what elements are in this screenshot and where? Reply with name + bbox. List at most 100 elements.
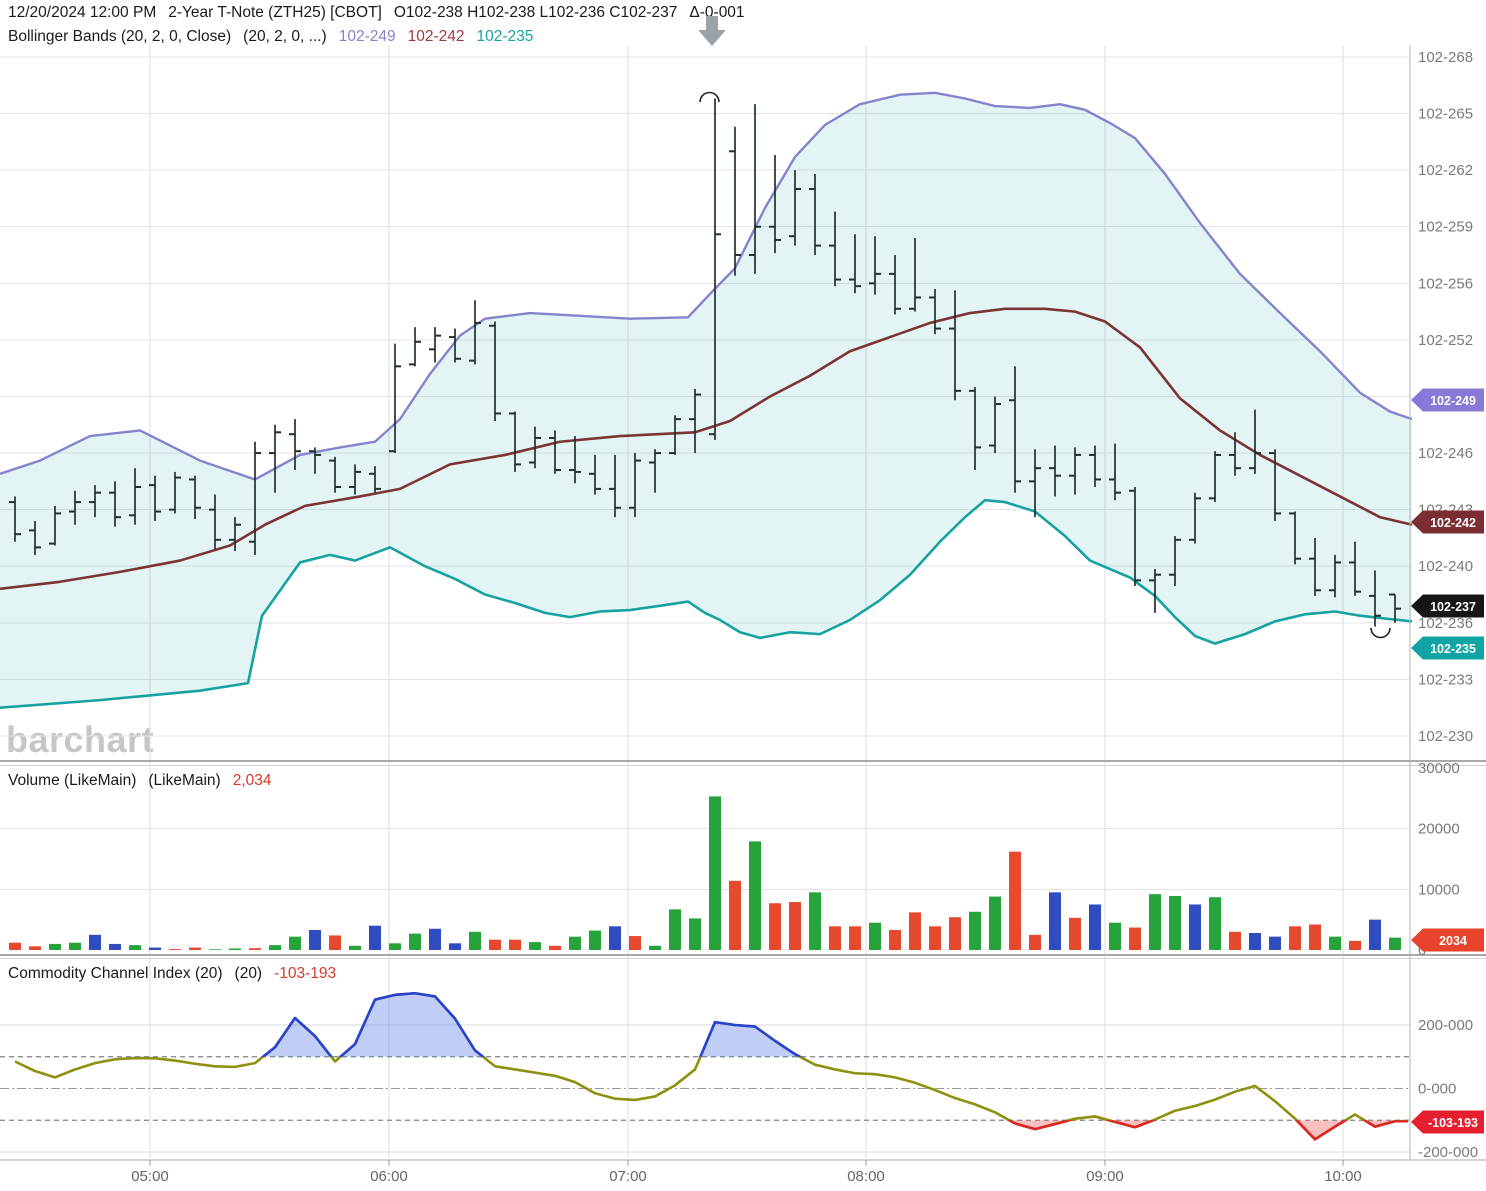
volume-bar bbox=[949, 917, 961, 950]
time-axis-label: 07:00 bbox=[609, 1168, 647, 1185]
volume-bar bbox=[1009, 851, 1021, 950]
time-axis-label: 09:00 bbox=[1086, 1168, 1124, 1185]
ohlc-bar bbox=[69, 490, 81, 525]
cci-badge-shape bbox=[1411, 1110, 1484, 1134]
ohlc-bar bbox=[849, 234, 861, 294]
price-axis-label: 102-233 bbox=[1418, 671, 1473, 688]
volume-bar bbox=[389, 943, 401, 950]
price-badge: 102-242 bbox=[1411, 510, 1484, 534]
ohlc-bar bbox=[429, 327, 441, 363]
ohlc-bar bbox=[789, 170, 801, 246]
ohlc-bar bbox=[1169, 536, 1181, 587]
bollinger-middle-line bbox=[0, 307, 1413, 591]
quote-symbol: 2-Year T-Note (ZTH25) [CBOT] bbox=[168, 4, 382, 21]
low-arc-marker bbox=[1370, 627, 1391, 639]
volume-bar bbox=[1089, 904, 1101, 950]
cci-line bbox=[14, 991, 1408, 1141]
ohlc-bar bbox=[549, 430, 561, 474]
volume-badge-shape bbox=[1411, 928, 1484, 952]
price-axis-label: 102-268 bbox=[1418, 49, 1473, 66]
ohlc-bar bbox=[629, 453, 641, 518]
ohlc-bar bbox=[329, 456, 341, 493]
high-arc-marker bbox=[699, 91, 720, 103]
cci-axis-label: 0-000 bbox=[1418, 1081, 1456, 1098]
volume-bar bbox=[329, 935, 341, 950]
cci-study-name[interactable]: Commodity Channel Index (20) bbox=[8, 965, 223, 982]
volume-badge-text: 2034 bbox=[1439, 934, 1467, 948]
volume-bar bbox=[1389, 937, 1401, 950]
volume-bar bbox=[309, 929, 321, 950]
volume-bar bbox=[889, 929, 901, 950]
volume-bar bbox=[269, 945, 281, 950]
volume-bar bbox=[9, 942, 21, 950]
cci-badge-text: -103-193 bbox=[1428, 1116, 1478, 1130]
ohlc-bar bbox=[29, 520, 41, 555]
ohlc-bar bbox=[349, 464, 361, 495]
ohlc-bar bbox=[1109, 443, 1121, 501]
time-axis-label: 10:00 bbox=[1324, 1168, 1362, 1185]
ohlc-bar bbox=[1269, 449, 1281, 521]
volume-bar bbox=[1369, 919, 1381, 950]
volume-bar bbox=[1189, 904, 1201, 950]
ohlc-bar bbox=[1389, 593, 1401, 623]
price-axis-label: 102-236 bbox=[1418, 615, 1473, 632]
volume-bar bbox=[289, 936, 301, 950]
ohlc-bar bbox=[829, 211, 841, 287]
volume-bar bbox=[989, 896, 1001, 950]
ohlc-bar bbox=[569, 436, 581, 484]
ohlc-bar bbox=[669, 415, 681, 455]
ohlc-bar bbox=[529, 426, 541, 469]
ohlc-bar bbox=[929, 288, 941, 335]
volume-bar bbox=[1249, 933, 1261, 950]
volume-study-name[interactable]: Volume (LikeMain) bbox=[8, 772, 137, 789]
ohlc-bar bbox=[1349, 541, 1361, 596]
quote-ohlc: O102-238 H102-238 L102-236 C102-237 bbox=[393, 4, 678, 21]
volume-bar bbox=[1229, 931, 1241, 950]
volume-bar bbox=[1029, 934, 1041, 950]
ohlc-bar bbox=[649, 449, 661, 493]
ohlc-bar bbox=[749, 104, 761, 274]
volume-bar bbox=[1169, 895, 1181, 950]
bollinger-upper-line bbox=[0, 91, 1413, 481]
indicator-name[interactable]: Bollinger Bands (20, 2, 0, Close) bbox=[8, 28, 232, 45]
ohlc-bar bbox=[169, 471, 181, 514]
ohlc-bar bbox=[969, 387, 981, 471]
volume-panel-title: Volume (LikeMain) (LikeMain) 2,034 bbox=[8, 772, 284, 790]
ohlc-bar bbox=[49, 505, 61, 546]
ohlc-bar bbox=[869, 236, 881, 295]
volume-bar bbox=[629, 936, 641, 950]
time-axis-label: 05:00 bbox=[131, 1168, 169, 1185]
volume-bar bbox=[549, 945, 561, 950]
ohlc-bar bbox=[309, 447, 321, 474]
ohlc-bar bbox=[1029, 449, 1041, 518]
cci-axis-label: 200-000 bbox=[1418, 1017, 1473, 1034]
time-axis-label: 06:00 bbox=[370, 1168, 408, 1185]
ohlc-bars bbox=[9, 98, 1401, 627]
ohlc-bar bbox=[509, 411, 521, 472]
ohlc-bar bbox=[689, 388, 701, 454]
price-badge-text: 102-249 bbox=[1430, 394, 1476, 408]
volume-bar bbox=[569, 936, 581, 950]
indicator-params: (20, 2, 0, ...) bbox=[243, 28, 327, 45]
ohlc-bar bbox=[889, 255, 901, 315]
ohlc-bar bbox=[189, 475, 201, 520]
volume-bar bbox=[209, 949, 221, 950]
volume-bar bbox=[349, 945, 361, 950]
ohlc-bar bbox=[809, 173, 821, 256]
price-badge: 102-249 bbox=[1411, 388, 1484, 412]
volume-bar bbox=[709, 796, 721, 950]
price-badge: 102-235 bbox=[1411, 636, 1484, 660]
cci-study-params: (20) bbox=[234, 965, 263, 982]
volume-bar bbox=[189, 947, 201, 950]
price-axis-label: 102-265 bbox=[1418, 106, 1473, 123]
price-badge: 102-237 bbox=[1411, 594, 1484, 618]
volume-bar bbox=[1289, 926, 1301, 950]
chart-header-line2: Bollinger Bands (20, 2, 0, Close) (20, 2,… bbox=[8, 28, 545, 46]
ohlc-bar bbox=[229, 517, 241, 552]
price-badge-text: 102-235 bbox=[1430, 642, 1476, 656]
ohlc-bar bbox=[1009, 366, 1021, 493]
volume-bar bbox=[149, 947, 161, 950]
ohlc-bar bbox=[709, 98, 721, 440]
volume-badge: 2034 bbox=[1411, 928, 1484, 952]
